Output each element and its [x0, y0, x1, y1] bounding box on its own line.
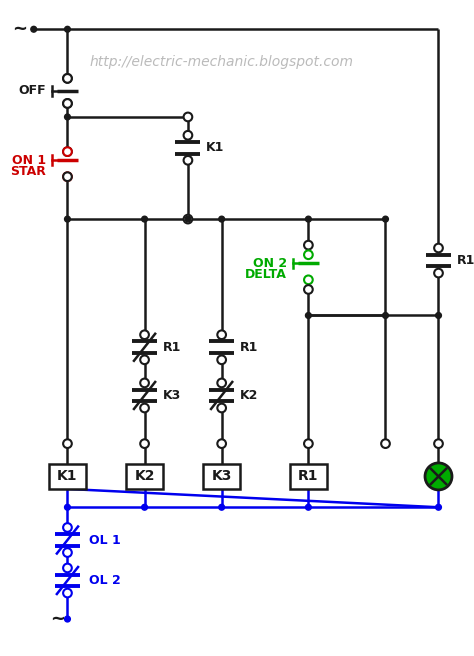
Circle shape: [304, 440, 313, 448]
Text: ON 2: ON 2: [253, 257, 287, 270]
Circle shape: [183, 215, 192, 224]
Text: R1: R1: [298, 470, 319, 483]
Circle shape: [383, 216, 388, 222]
Text: ~: ~: [50, 610, 65, 628]
Circle shape: [183, 131, 192, 140]
Circle shape: [140, 331, 149, 339]
Circle shape: [219, 216, 225, 222]
Circle shape: [304, 241, 313, 249]
Circle shape: [425, 463, 452, 490]
Circle shape: [63, 148, 72, 156]
Circle shape: [64, 504, 70, 510]
Circle shape: [140, 356, 149, 364]
Text: K2: K2: [134, 470, 155, 483]
Circle shape: [306, 312, 311, 318]
Circle shape: [63, 548, 72, 557]
Text: K2: K2: [240, 389, 258, 402]
Bar: [203, 464, 240, 489]
Bar: [290, 464, 327, 489]
Circle shape: [63, 99, 72, 108]
Text: OL 2: OL 2: [89, 574, 120, 587]
Circle shape: [142, 504, 147, 510]
Circle shape: [140, 440, 149, 448]
Circle shape: [64, 114, 70, 120]
Circle shape: [142, 216, 147, 222]
Text: ON 1: ON 1: [12, 154, 46, 167]
Circle shape: [63, 74, 72, 83]
Circle shape: [63, 173, 72, 181]
Bar: [49, 464, 86, 489]
Text: R1: R1: [163, 340, 181, 354]
Circle shape: [63, 564, 72, 572]
Circle shape: [304, 276, 313, 284]
Text: STAR: STAR: [10, 165, 46, 178]
Circle shape: [434, 269, 443, 277]
Circle shape: [63, 588, 72, 598]
Circle shape: [434, 243, 443, 253]
Text: R1: R1: [457, 254, 474, 267]
Circle shape: [63, 148, 72, 156]
Circle shape: [217, 331, 226, 339]
Circle shape: [63, 99, 72, 108]
Circle shape: [63, 74, 72, 83]
Text: R1: R1: [240, 340, 258, 354]
Circle shape: [217, 356, 226, 364]
Circle shape: [436, 312, 441, 318]
Circle shape: [185, 216, 191, 222]
Circle shape: [183, 156, 192, 165]
Circle shape: [64, 216, 70, 222]
Text: K1: K1: [57, 470, 78, 483]
Circle shape: [306, 504, 311, 510]
Circle shape: [217, 440, 226, 448]
Circle shape: [63, 173, 72, 181]
Circle shape: [434, 440, 443, 448]
Text: K3: K3: [211, 470, 232, 483]
Circle shape: [31, 26, 36, 32]
Circle shape: [64, 26, 70, 32]
Circle shape: [306, 216, 311, 222]
Circle shape: [217, 403, 226, 413]
Circle shape: [140, 403, 149, 413]
Text: http://electric-mechanic.blogspot.com: http://electric-mechanic.blogspot.com: [90, 55, 354, 69]
Circle shape: [140, 379, 149, 387]
Circle shape: [63, 440, 72, 448]
Circle shape: [304, 285, 313, 294]
Circle shape: [217, 379, 226, 387]
Circle shape: [63, 523, 72, 532]
Text: OL 1: OL 1: [89, 533, 120, 546]
Circle shape: [304, 251, 313, 259]
Text: OFF: OFF: [18, 85, 46, 98]
Circle shape: [64, 616, 70, 622]
Circle shape: [183, 113, 192, 121]
Text: K3: K3: [163, 389, 181, 402]
Circle shape: [219, 504, 225, 510]
Circle shape: [436, 504, 441, 510]
Bar: [126, 464, 163, 489]
Circle shape: [383, 312, 388, 318]
Text: ~: ~: [12, 20, 27, 38]
Circle shape: [381, 440, 390, 448]
Text: DELTA: DELTA: [246, 268, 287, 281]
Text: K1: K1: [206, 141, 225, 154]
